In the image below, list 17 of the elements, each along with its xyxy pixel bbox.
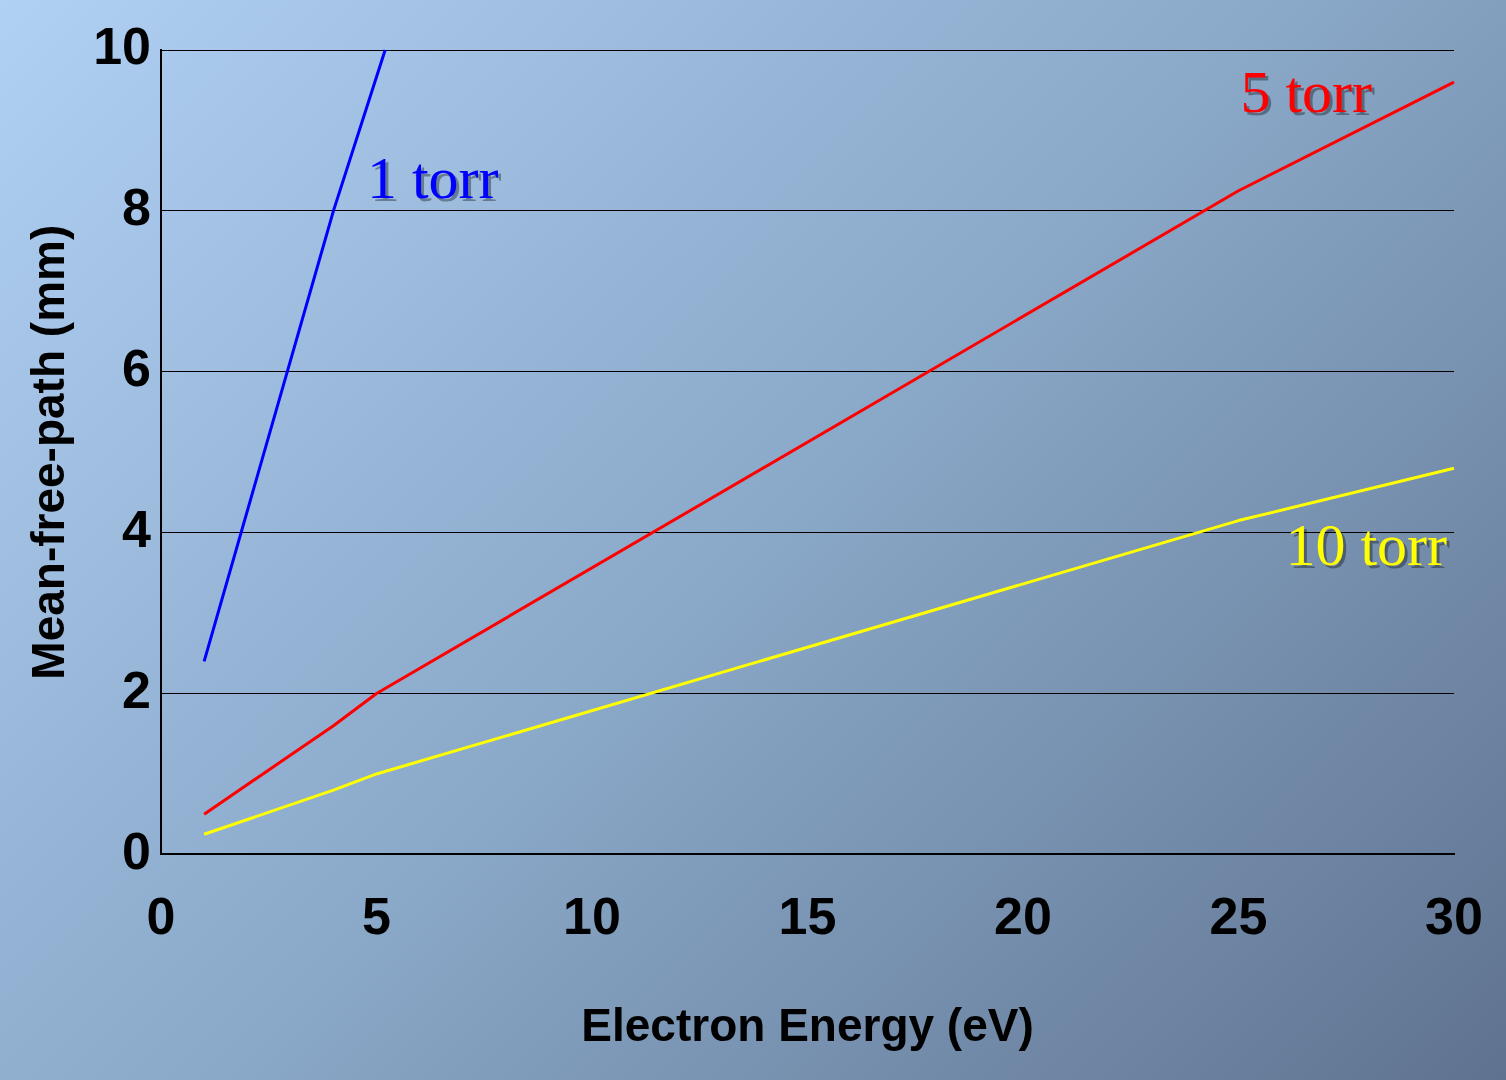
x-tick-label: 30 (1425, 886, 1483, 945)
x-tick-label: 15 (778, 886, 837, 945)
series-label: 1 torr (366, 145, 499, 212)
series-label: 10 torr (1285, 512, 1448, 579)
series-label: 5 torr (1240, 59, 1373, 126)
y-tick-label: 6 (122, 339, 152, 398)
y-tick-label: 0 (122, 821, 152, 880)
y-tick-label: 2 (122, 660, 152, 719)
y-axis-title: Mean-free-path (mm) (22, 224, 75, 680)
y-tick-label: 4 (122, 499, 152, 558)
x-tick-label: 10 (563, 886, 621, 945)
x-axis-title: Electron Energy (eV) (581, 999, 1034, 1052)
x-tick-label: 20 (994, 886, 1052, 945)
y-tick-label: 10 (93, 17, 152, 76)
y-tick-label: 8 (122, 178, 152, 237)
x-tick-label: 25 (1209, 886, 1268, 945)
x-tick-label: 5 (362, 886, 391, 945)
